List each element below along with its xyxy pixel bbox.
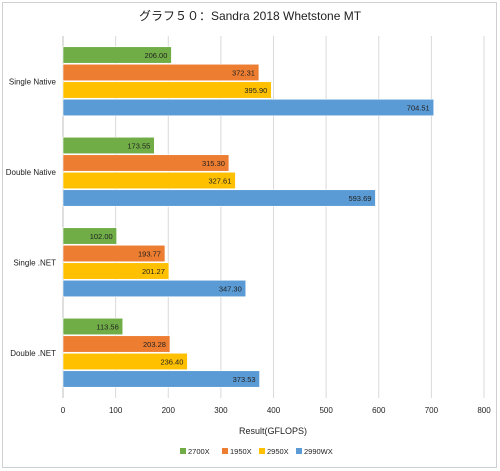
data-label: 395.90 bbox=[244, 86, 267, 95]
bar bbox=[62, 136, 155, 155]
data-label: 373.53 bbox=[233, 375, 256, 384]
category-label: Single Native bbox=[9, 77, 57, 86]
chart-title: グラフ５０：Sandra 2018 Whetstone MT bbox=[139, 9, 362, 23]
x-tick-label: 0 bbox=[61, 406, 66, 415]
bar bbox=[62, 98, 435, 117]
data-label: 327.61 bbox=[208, 177, 231, 186]
bar bbox=[62, 63, 260, 82]
data-label: 173.55 bbox=[127, 142, 150, 151]
bars: 206.00 372.31 395.90 704.51 173.55 315.30 327.… bbox=[62, 46, 435, 388]
bar bbox=[62, 227, 117, 245]
data-label: 201.27 bbox=[142, 267, 165, 276]
legend-swatch bbox=[180, 448, 186, 454]
bar bbox=[62, 317, 124, 336]
legend: 2700X 1950X 2950X 2990WX bbox=[180, 447, 333, 456]
x-tick-label: 700 bbox=[425, 406, 439, 415]
x-tick-label: 300 bbox=[214, 406, 228, 415]
legend-swatch bbox=[296, 448, 302, 454]
data-label: 102.00 bbox=[90, 232, 113, 241]
bar bbox=[62, 189, 376, 207]
data-label: 593.69 bbox=[348, 194, 371, 203]
x-tick-label: 400 bbox=[267, 406, 281, 415]
category-labels: Single Native Double Native Single .NET Dou… bbox=[6, 77, 57, 358]
bar bbox=[62, 81, 272, 99]
legend-label: 2700X bbox=[188, 447, 210, 456]
data-label: 193.77 bbox=[138, 250, 161, 259]
x-tick-label: 800 bbox=[477, 406, 491, 415]
x-tick-label: 600 bbox=[372, 406, 386, 415]
category-label: Double .NET bbox=[10, 349, 56, 358]
bar bbox=[62, 171, 236, 190]
bar bbox=[62, 370, 260, 388]
legend-label: 1950X bbox=[230, 447, 252, 456]
category-label: Double Native bbox=[6, 168, 57, 177]
bar bbox=[62, 154, 230, 172]
bar bbox=[62, 335, 171, 353]
bar bbox=[62, 262, 170, 280]
data-label: 347.30 bbox=[219, 285, 242, 294]
legend-label: 2950X bbox=[267, 447, 289, 456]
bar bbox=[62, 279, 247, 298]
data-label: 372.31 bbox=[232, 69, 255, 78]
x-tick-label: 100 bbox=[109, 406, 123, 415]
data-label: 704.51 bbox=[407, 104, 430, 113]
data-label: 203.28 bbox=[143, 340, 166, 349]
category-label: Single .NET bbox=[13, 258, 56, 267]
x-tick-label: 500 bbox=[319, 406, 333, 415]
legend-label: 2990WX bbox=[304, 447, 333, 456]
bar bbox=[62, 244, 166, 263]
legend-swatch bbox=[222, 448, 228, 454]
legend-swatch bbox=[259, 448, 265, 454]
bar bbox=[62, 46, 172, 64]
data-label: 315.30 bbox=[202, 159, 225, 168]
x-axis-label: Result(GFLOPS) bbox=[239, 426, 307, 436]
bar bbox=[62, 352, 188, 371]
data-label: 113.56 bbox=[96, 323, 118, 332]
data-label: 206.00 bbox=[144, 51, 167, 60]
x-tick-labels: 0 100 200 300 400 500 600 700 800 bbox=[61, 406, 491, 415]
data-label: 236.40 bbox=[160, 358, 183, 367]
x-tick-label: 200 bbox=[162, 406, 176, 415]
